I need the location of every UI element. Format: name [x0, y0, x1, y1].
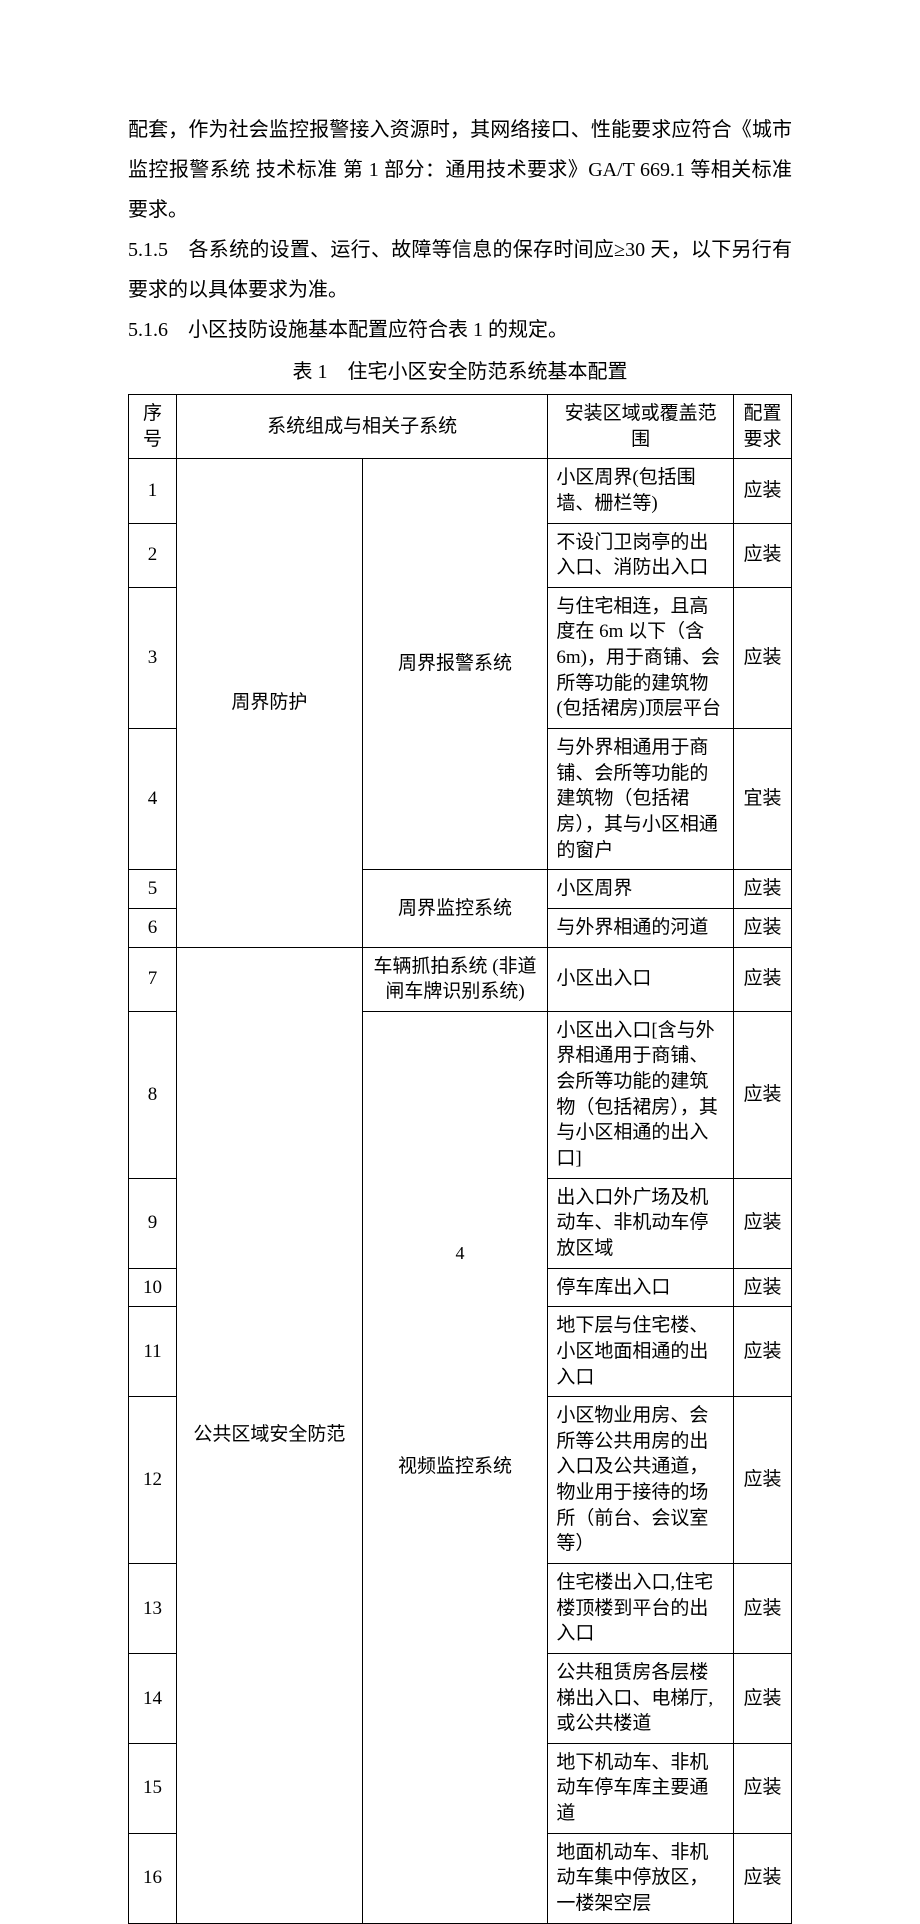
- cell-area: 小区出入口: [548, 947, 734, 1011]
- cell-sub-vehicle: 车辆抓拍系统 (非道闸车牌识别系统): [362, 947, 548, 1011]
- cell-area: 小区周界: [548, 870, 734, 909]
- cell-req: 应装: [734, 1743, 792, 1833]
- header-area: 安装区域或覆盖范围: [548, 395, 734, 459]
- cell-sub-video: 视频监控系统: [362, 1011, 548, 1923]
- paragraph-5-1-5: 5.1.5 各系统的设置、运行、故障等信息的保存时间应≥30 天，以下另行有要求…: [128, 230, 792, 310]
- cell-area: 与住宅相连，且高度在 6m 以下（含 6m)，用于商铺、会所等功能的建筑物(包括…: [548, 587, 734, 728]
- cell-seq: 5: [129, 870, 177, 909]
- cell-area: 地面机动车、非机动车集中停放区，一楼架空层: [548, 1833, 734, 1923]
- cell-req: 应装: [734, 1307, 792, 1397]
- cell-seq: 12: [129, 1397, 177, 1564]
- cell-area: 小区出入口[含与外界相通用于商铺、会所等功能的建筑物（包括裙房），其与小区相通的…: [548, 1011, 734, 1178]
- cell-area: 公共租赁房各层楼梯出入口、电梯厅,或公共楼道: [548, 1653, 734, 1743]
- document-body: 配套，作为社会监控报警接入资源时，其网络接口、性能要求应符合《城市监控报警系统 …: [128, 110, 792, 350]
- cell-seq: 13: [129, 1563, 177, 1653]
- cell-group-public: 公共区域安全防范: [177, 947, 363, 1923]
- cell-req: 应装: [734, 459, 792, 523]
- paragraph-5-1-6: 5.1.6 小区技防设施基本配置应符合表 1 的规定。: [128, 310, 792, 350]
- cell-seq: 11: [129, 1307, 177, 1397]
- cell-area: 小区周界(包括围墙、栅栏等): [548, 459, 734, 523]
- config-table: 序号 系统组成与相关子系统 安装区域或覆盖范围 配置要求 1 周界防护 周界报警…: [128, 394, 792, 1924]
- cell-area: 与外界相通用于商铺、会所等功能的建筑物（包括裙房），其与小区相通的窗户: [548, 729, 734, 870]
- cell-seq: 16: [129, 1833, 177, 1923]
- cell-area: 与外界相通的河道: [548, 908, 734, 947]
- cell-req: 应装: [734, 1011, 792, 1178]
- cell-area: 小区物业用房、会所等公共用房的出入口及公共通道，物业用于接待的场所（前台、会议室…: [548, 1397, 734, 1564]
- cell-group-perimeter: 周界防护: [177, 459, 363, 947]
- cell-area: 地下机动车、非机动车停车库主要通道: [548, 1743, 734, 1833]
- page-number: 4: [0, 1243, 920, 1264]
- cell-area: 停车库出入口: [548, 1268, 734, 1307]
- cell-req: 应装: [734, 523, 792, 587]
- cell-seq: 3: [129, 587, 177, 728]
- cell-req: 应装: [734, 947, 792, 1011]
- header-seq: 序号: [129, 395, 177, 459]
- cell-req: 应装: [734, 1653, 792, 1743]
- table-title: 表 1 住宅小区安全防范系统基本配置: [128, 356, 792, 388]
- cell-area: 不设门卫岗亭的出入口、消防出入口: [548, 523, 734, 587]
- header-req: 配置要求: [734, 395, 792, 459]
- cell-req: 应装: [734, 1268, 792, 1307]
- table-header-row: 序号 系统组成与相关子系统 安装区域或覆盖范围 配置要求: [129, 395, 792, 459]
- cell-seq: 2: [129, 523, 177, 587]
- cell-seq: 15: [129, 1743, 177, 1833]
- cell-sub-alarm: 周界报警系统: [362, 459, 548, 870]
- table-row: 1 周界防护 周界报警系统 小区周界(包括围墙、栅栏等) 应装: [129, 459, 792, 523]
- paragraph-continuation: 配套，作为社会监控报警接入资源时，其网络接口、性能要求应符合《城市监控报警系统 …: [128, 110, 792, 230]
- table-row: 7 公共区域安全防范 车辆抓拍系统 (非道闸车牌识别系统) 小区出入口 应装: [129, 947, 792, 1011]
- cell-req: 应装: [734, 870, 792, 909]
- header-system: 系统组成与相关子系统: [177, 395, 548, 459]
- cell-seq: 7: [129, 947, 177, 1011]
- cell-area: 地下层与住宅楼、小区地面相通的出入口: [548, 1307, 734, 1397]
- cell-area: 住宅楼出入口,住宅楼顶楼到平台的出入口: [548, 1563, 734, 1653]
- cell-seq: 1: [129, 459, 177, 523]
- cell-seq: 10: [129, 1268, 177, 1307]
- cell-req: 应装: [734, 1397, 792, 1564]
- cell-seq: 4: [129, 729, 177, 870]
- cell-sub-monitor: 周界监控系统: [362, 870, 548, 947]
- cell-seq: 6: [129, 908, 177, 947]
- cell-req: 应装: [734, 587, 792, 728]
- cell-req: 宜装: [734, 729, 792, 870]
- cell-req: 应装: [734, 1833, 792, 1923]
- cell-req: 应装: [734, 1563, 792, 1653]
- cell-seq: 8: [129, 1011, 177, 1178]
- cell-seq: 14: [129, 1653, 177, 1743]
- cell-req: 应装: [734, 908, 792, 947]
